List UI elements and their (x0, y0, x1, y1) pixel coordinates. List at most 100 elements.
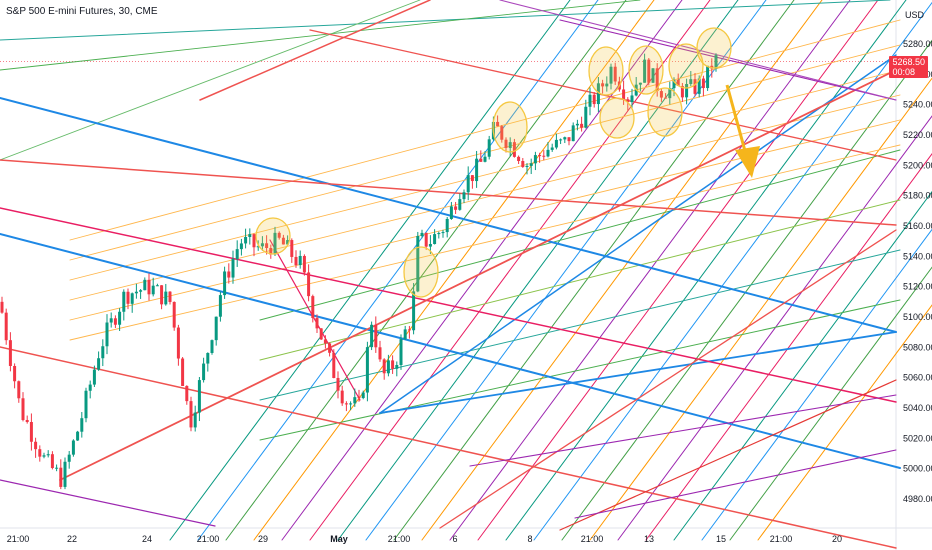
candle-body (647, 59, 651, 83)
candle (147, 273, 151, 301)
candle (424, 232, 428, 250)
candle-body (659, 91, 663, 98)
fan-line (449, 0, 851, 541)
candle-body (676, 79, 680, 86)
candle-body (50, 454, 54, 469)
time-tick-label: 21:00 (770, 534, 793, 544)
candle (395, 361, 399, 377)
candle (441, 229, 445, 238)
candle (168, 291, 172, 305)
candle (319, 328, 323, 340)
candle (109, 312, 113, 328)
candle-body (193, 412, 197, 428)
candle-body (134, 291, 138, 294)
candle (101, 339, 105, 367)
candle-body (370, 324, 374, 348)
candle-body (265, 243, 269, 249)
price-tick-label: 5060.00 (903, 373, 932, 383)
candle-body (386, 360, 390, 374)
fan-line (259, 199, 901, 361)
candle (546, 141, 550, 158)
candle (113, 315, 117, 328)
candle-body (298, 255, 302, 266)
candle (475, 150, 479, 188)
candle-body (672, 79, 676, 89)
blue-channel-line (379, 54, 897, 414)
candle-body (483, 156, 487, 162)
candle (701, 75, 705, 97)
time-tick-label: 29 (258, 534, 268, 544)
candle (533, 151, 537, 171)
candle (563, 136, 567, 144)
candle (80, 412, 84, 438)
candle-body (126, 291, 130, 304)
candle-body (328, 343, 332, 353)
candle-body (181, 358, 185, 386)
candle-body (244, 236, 248, 244)
candle (416, 231, 420, 293)
price-tick-label: 5100.00 (903, 312, 932, 322)
purple-line (574, 449, 897, 519)
candle (643, 53, 647, 83)
candle (651, 68, 655, 83)
candle-body (437, 233, 441, 235)
red-channel-line (0, 159, 897, 226)
price-tick-label: 5080.00 (903, 342, 932, 352)
candle-body (155, 285, 159, 287)
candle (281, 234, 285, 245)
candle-body (160, 285, 164, 305)
fan-line (169, 0, 571, 541)
candle (29, 413, 33, 451)
candle (130, 292, 134, 313)
candle (4, 308, 8, 345)
price-axis[interactable]: 5280.005260.005240.005220.005200.005180.… (903, 39, 932, 504)
highlight-circle (255, 217, 291, 255)
candle-body (172, 301, 176, 328)
candle (575, 119, 579, 131)
fan-line (69, 94, 901, 301)
red-channel-line (439, 229, 897, 529)
candle-body (454, 206, 458, 210)
candle-body (571, 125, 575, 142)
candle-body (344, 403, 348, 405)
candle (277, 231, 281, 240)
candle (571, 122, 575, 142)
candle-body (500, 126, 504, 140)
candle-body (202, 363, 206, 381)
candle-body (139, 290, 143, 292)
candlestick-series (0, 53, 718, 490)
candle-body (559, 139, 563, 141)
candle (76, 430, 80, 441)
candle (307, 264, 311, 302)
time-axis[interactable]: 21:00 22 24 21:00 29 May 21:00 6 8 21:00 13 15 21:00… (7, 534, 842, 544)
candle-body (420, 232, 424, 236)
candle-body (4, 312, 8, 341)
candle-body (428, 244, 432, 247)
candle (160, 285, 164, 310)
price-tick-label: 5020.00 (903, 433, 932, 443)
candle (8, 332, 12, 372)
candle (302, 254, 306, 276)
candle (252, 233, 256, 257)
fan-line (197, 0, 599, 541)
candle-body (281, 237, 285, 245)
candle-body (664, 97, 668, 99)
candle-body (17, 381, 21, 399)
fan-line (561, 39, 932, 541)
candle (25, 415, 29, 424)
price-tick-label: 5140.00 (903, 251, 932, 261)
candle-body (403, 329, 407, 340)
fan-line (69, 144, 901, 341)
candle (601, 79, 605, 94)
candle (458, 193, 462, 211)
candle (55, 464, 59, 472)
candle (139, 289, 143, 299)
candle (202, 357, 206, 383)
candle-body (525, 165, 529, 167)
highlight-circle (628, 45, 664, 95)
candle (538, 152, 542, 163)
candle (336, 371, 340, 399)
candle-body (353, 397, 357, 404)
candle (454, 201, 458, 214)
